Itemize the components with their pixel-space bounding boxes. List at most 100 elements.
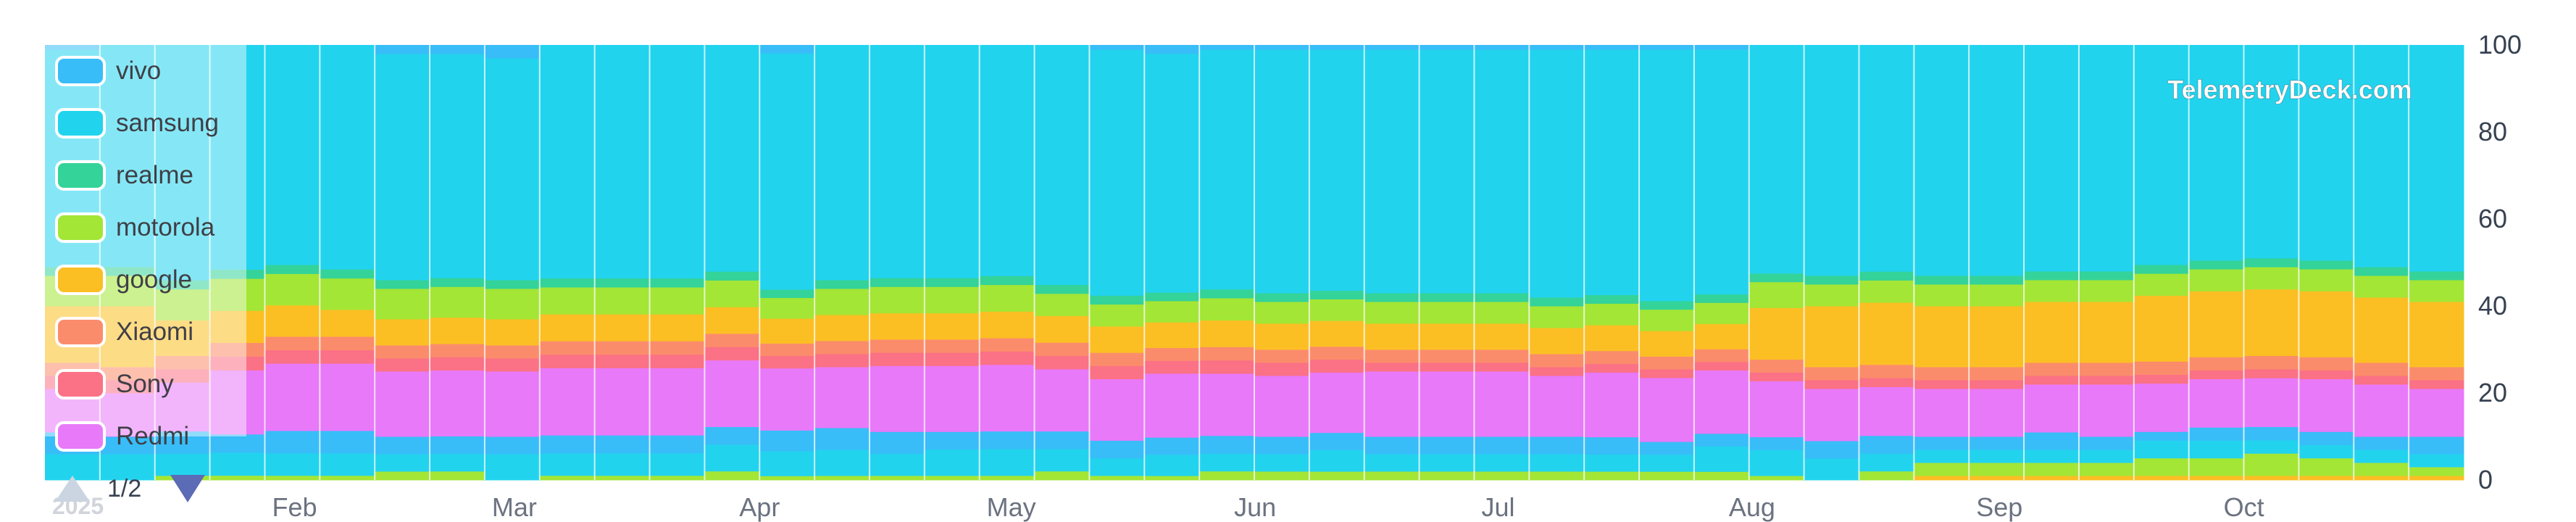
bar-segment-realme xyxy=(1748,273,1805,283)
bar-segment-sony xyxy=(594,354,650,368)
y-tick-label: 100 xyxy=(2478,30,2522,59)
bar-segment-lower-green xyxy=(375,471,430,481)
bar-segment-lower-blue-b xyxy=(320,452,375,476)
bar-segment-lower-blue-b xyxy=(1969,450,2025,463)
bar-segment-samsung xyxy=(1309,49,1365,291)
bar-segment-xiaomi xyxy=(2354,362,2409,376)
bar-segment-xiaomi xyxy=(1914,367,1969,381)
bar-segment-xiaomi xyxy=(209,342,265,357)
bar-segment-xiaomi xyxy=(2409,367,2464,381)
bar-segment-google xyxy=(1859,302,1914,365)
bar-segment-motorola xyxy=(1969,284,2025,307)
legend-item-motorola[interactable]: motorola xyxy=(55,210,214,245)
bar-segment-lower-blue-a xyxy=(1254,436,1310,455)
y-tick-label: 0 xyxy=(2478,465,2493,494)
bar-segment-motorola xyxy=(979,284,1035,312)
legend-item-sony[interactable]: Sony xyxy=(55,367,174,402)
bar-segment-samsung xyxy=(99,45,156,268)
bar-segment-lower-blue-a xyxy=(979,431,1035,450)
x-tick-label: May xyxy=(987,492,1036,522)
bar-segment-lower-green xyxy=(2298,457,2354,476)
bar-segment-google xyxy=(1693,323,1750,349)
bar-segment-lower-blue-b xyxy=(2078,450,2135,463)
bar-segment-motorola xyxy=(2133,273,2190,296)
pager-up-icon[interactable] xyxy=(55,476,90,502)
bar-segment-lower-green xyxy=(2354,463,2409,476)
legend-item-samsung[interactable]: samsung xyxy=(55,106,219,141)
bar-segment-xiaomi xyxy=(2243,355,2299,370)
bar-segment-samsung xyxy=(1089,49,1145,296)
bar-segment-realme xyxy=(1914,276,1969,285)
bar-segment-motorola xyxy=(2298,269,2354,291)
bar-segment-lower-blue-b xyxy=(2298,444,2354,459)
bar-segment-lower-orange xyxy=(2298,475,2354,481)
bar-segment-redmi xyxy=(2354,384,2409,437)
bar-segment-redmi xyxy=(924,365,980,432)
bar-segment-lower-green xyxy=(1144,476,1200,481)
bar-segment-lower-green xyxy=(1914,463,1969,476)
legend-item-google[interactable]: google xyxy=(55,262,192,297)
bar-segment-xiaomi xyxy=(484,345,541,359)
bar-segment-redmi xyxy=(2298,378,2354,432)
bar-segment-google xyxy=(375,319,430,346)
legend-item-redmi[interactable]: Redmi xyxy=(55,419,189,454)
bar-segment-realme xyxy=(1639,300,1695,310)
bar-segment-google xyxy=(320,309,375,337)
bar-segment-samsung xyxy=(1199,49,1255,290)
bar-segment-lower-blue-a xyxy=(1089,440,1145,459)
bar-segment-realme xyxy=(1364,293,1420,302)
legend-swatch-realme xyxy=(55,160,106,191)
bar-segment-redmi xyxy=(1859,386,1914,436)
x-tick-label: Sep xyxy=(1976,492,2022,522)
bar-segment-xiaomi xyxy=(1144,347,1200,361)
legend-item-xiaomi[interactable]: Xiaomi xyxy=(55,315,193,349)
bar-segment-motorola xyxy=(869,286,925,314)
bar-segment-lower-green xyxy=(924,475,980,481)
period-separators xyxy=(99,45,2410,480)
bar-segment-google xyxy=(539,314,596,341)
bar-segment-xiaomi xyxy=(1584,350,1640,365)
bar-segment-google xyxy=(1419,323,1475,350)
legend-swatch-xiaomi xyxy=(55,317,106,347)
bar-segment-realme xyxy=(594,278,650,288)
bar-segment-vivo xyxy=(1584,45,1640,50)
bar-segment-lower-blue-b xyxy=(264,452,320,476)
bar-segment-motorola xyxy=(2188,269,2245,291)
bar-segment-lower-blue-b xyxy=(1364,454,1420,472)
legend-pager: 1/2 xyxy=(55,470,206,508)
bar-segment-redmi xyxy=(209,370,265,435)
bar-segment-vivo xyxy=(1693,45,1750,50)
bar-segment-samsung xyxy=(1639,49,1695,302)
y-axis: 0 20 40 60 80 100 xyxy=(2478,30,2522,494)
bar-segment-realme xyxy=(759,289,815,299)
bar-segment-lower-green xyxy=(1089,475,1145,481)
bar-segment-lower-blue-a xyxy=(539,435,596,454)
bar-segment-samsung xyxy=(1529,49,1585,298)
legend-item-vivo[interactable]: vivo xyxy=(55,54,161,88)
bar-segment-xiaomi xyxy=(1529,354,1585,368)
legend-item-realme[interactable]: realme xyxy=(55,158,193,193)
bar-segment-realme xyxy=(1474,293,1530,302)
bar-segment-motorola xyxy=(1144,300,1200,323)
x-tick-label: Feb xyxy=(272,492,317,522)
bar-segment-redmi xyxy=(1804,389,1859,442)
bar-segment-lower-orange xyxy=(2354,476,2409,481)
bar-segment-lower-green xyxy=(1693,471,1750,481)
bar-segment-realme xyxy=(2078,271,2135,281)
bar-segment-lower-green xyxy=(869,475,925,481)
bar-segment-sony xyxy=(1364,362,1420,372)
bar-segment-samsung xyxy=(375,54,430,281)
bar-segment-motorola xyxy=(320,278,375,310)
bar-segment-lower-blue-a xyxy=(2354,436,2409,450)
bar-segment-realme xyxy=(924,278,980,287)
bar-segment-redmi xyxy=(1199,373,1255,436)
bar-segment-motorola xyxy=(1309,299,1365,321)
bar-segment-motorola xyxy=(1254,302,1310,324)
bar-segment-lower-green xyxy=(704,471,760,481)
bar-segment-lower-green xyxy=(1859,471,1914,481)
bar-segment-sony xyxy=(1199,360,1255,374)
bar-segment-redmi xyxy=(979,364,1035,432)
bar-segment-motorola xyxy=(484,289,541,320)
bar-segment-lower-blue-a xyxy=(759,430,815,452)
pager-down-icon[interactable] xyxy=(170,475,206,502)
